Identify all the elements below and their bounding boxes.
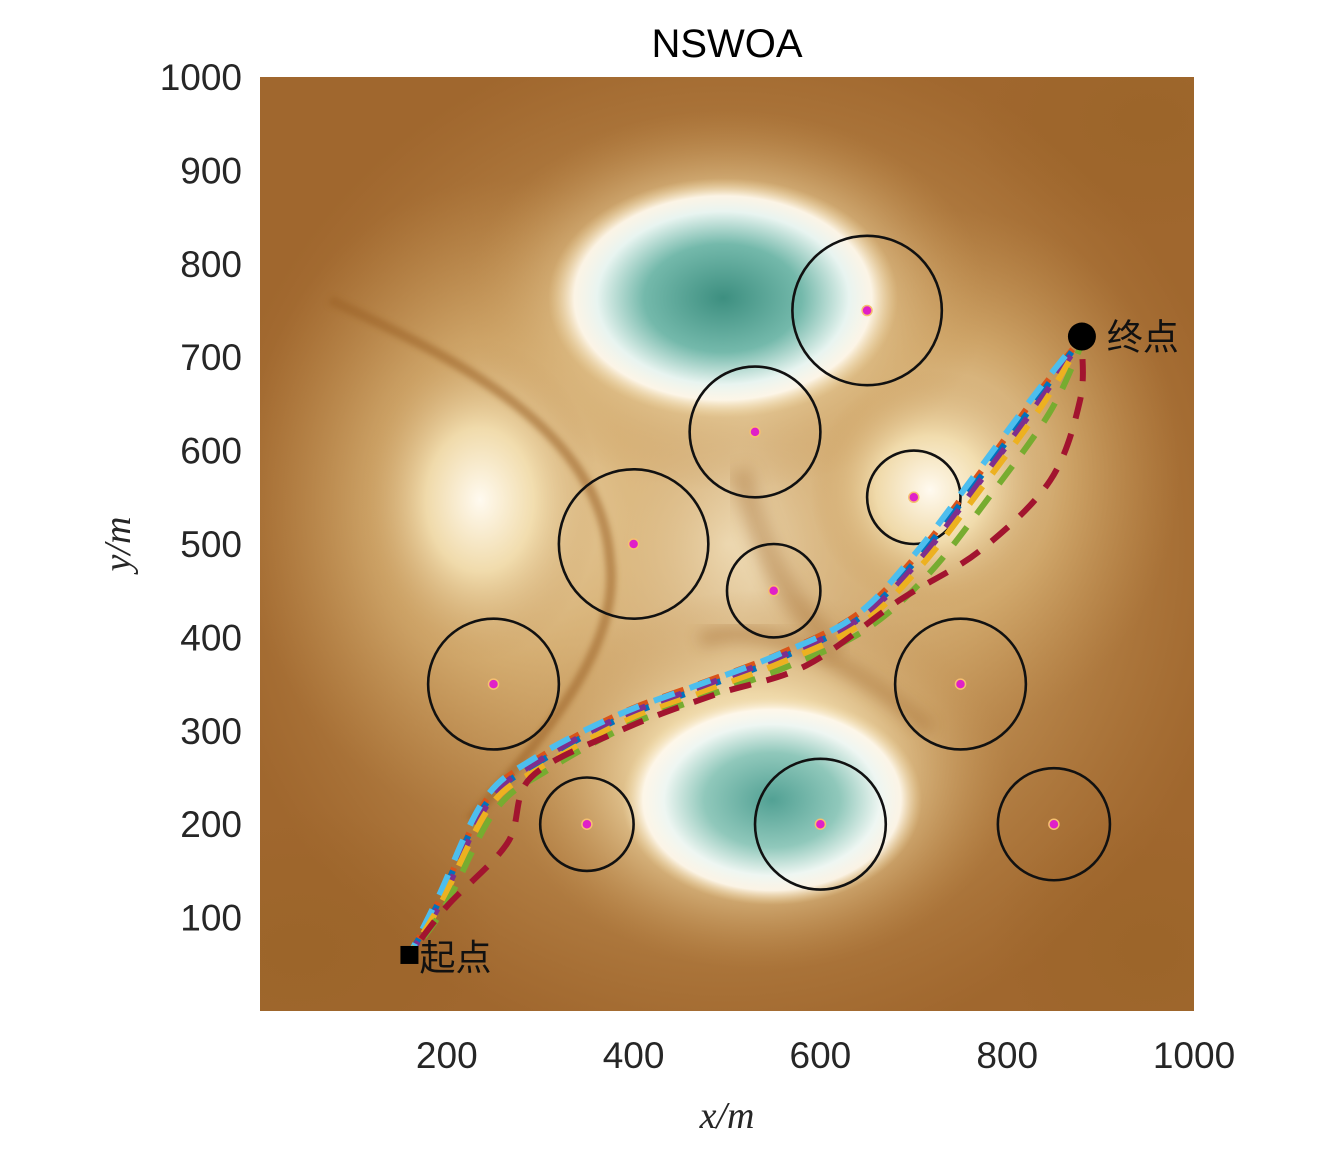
x-tick-label: 1000 <box>1153 1035 1235 1076</box>
y-tick-label: 700 <box>180 337 242 378</box>
threat-circle <box>426 617 561 751</box>
threat-center-point <box>814 818 827 830</box>
threat-center-point <box>954 678 967 690</box>
threat-center-point <box>749 426 761 438</box>
y-axis-ticks: 100 200 300 400 500 600 700 800 900 1000 <box>160 57 242 939</box>
y-tick-label: 200 <box>180 804 242 845</box>
terrain-background <box>260 77 1194 1011</box>
threat-center-point <box>767 584 780 597</box>
threat-center-point <box>487 678 500 690</box>
y-tick-label: 900 <box>180 150 242 191</box>
start-marker <box>400 945 419 964</box>
y-tick-label: 800 <box>180 244 242 285</box>
end-label: 终点 <box>1107 318 1179 359</box>
y-tick-label: 100 <box>180 898 242 939</box>
threat-center-point <box>627 538 640 550</box>
threat-circle <box>557 467 710 621</box>
y-tick-label: 600 <box>180 431 242 472</box>
y-axis-label: y/m <box>97 517 139 576</box>
x-tick-label: 200 <box>416 1035 478 1076</box>
threat-circle <box>865 449 962 546</box>
threats-layer <box>426 234 1112 891</box>
threat-center-point <box>861 304 873 317</box>
x-axis-label: x/m <box>699 1095 755 1137</box>
y-tick-label: 500 <box>180 524 242 565</box>
x-axis-ticks: 200 400 600 800 1000 <box>416 1035 1235 1076</box>
threat-center-point <box>581 818 593 830</box>
chart-title: NSWOA <box>651 22 802 66</box>
markers-layer <box>400 322 1096 964</box>
path-line-path-3 <box>406 341 1082 957</box>
path-line-path-7 <box>407 344 1086 957</box>
x-tick-label: 600 <box>790 1035 852 1076</box>
path-line-path-6 <box>407 344 1084 957</box>
path-line-path-4 <box>406 340 1079 957</box>
threat-circle <box>538 776 635 873</box>
threat-circle <box>996 766 1112 882</box>
threat-circle <box>791 234 944 387</box>
x-tick-label: 400 <box>603 1035 665 1076</box>
end-marker <box>1067 322 1096 351</box>
path-line-path-5 <box>406 342 1082 957</box>
start-label: 起点 <box>419 938 491 979</box>
threat-circle <box>753 757 888 891</box>
threat-circle <box>688 365 822 499</box>
y-tick-label: 1000 <box>160 57 242 98</box>
y-tick-label: 300 <box>180 711 242 752</box>
x-tick-label: 800 <box>976 1035 1038 1076</box>
y-tick-label: 400 <box>180 617 242 658</box>
threat-circle <box>725 542 822 639</box>
threat-center-point <box>1048 818 1060 830</box>
threat-circle <box>893 617 1028 751</box>
paths-layer <box>406 340 1086 957</box>
threat-center-point <box>908 491 920 504</box>
